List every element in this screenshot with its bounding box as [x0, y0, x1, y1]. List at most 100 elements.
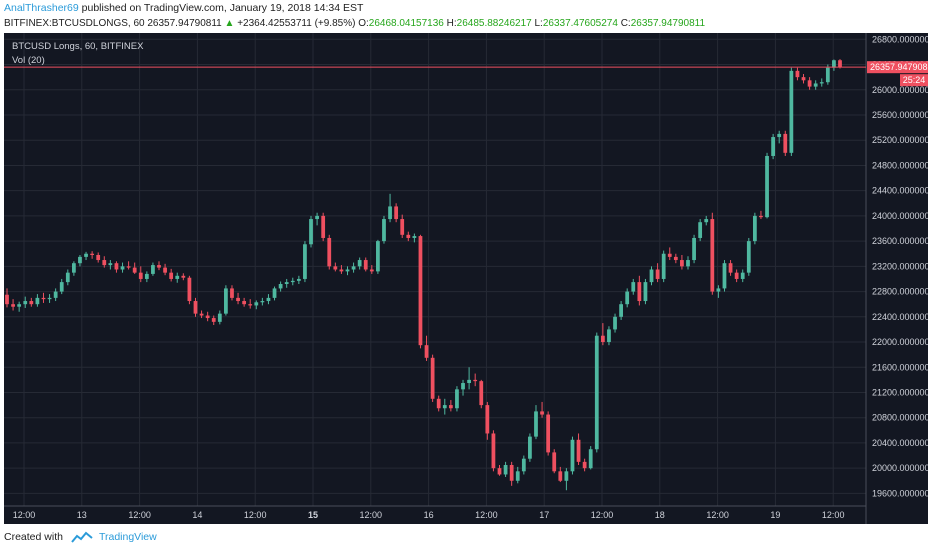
y-tick-label: 24400.00000000: [872, 186, 928, 196]
created-with-text: Created with: [4, 531, 63, 543]
candle-down: [169, 272, 174, 279]
y-tick-label: 23600.00000000: [872, 236, 928, 246]
candle-down: [667, 253, 672, 257]
candlestick-chart[interactable]: 19600.00000000 20000.00000000 20400.000000…: [4, 33, 932, 524]
candle-down: [102, 260, 107, 266]
candle-down: [327, 237, 332, 267]
candle-down: [163, 267, 167, 273]
candle-up: [382, 219, 386, 242]
candle-up: [272, 288, 277, 298]
x-tick-label: 13: [77, 510, 87, 520]
candle-up: [217, 313, 222, 322]
x-tick-label: 15: [308, 510, 318, 520]
candle-up: [144, 273, 149, 279]
candle-down: [418, 236, 423, 346]
candle-up: [461, 383, 465, 390]
candle-down: [801, 77, 806, 81]
candle-up: [643, 282, 648, 302]
countdown-label: 25:24: [903, 75, 926, 85]
candle-down: [394, 206, 399, 220]
candle-down: [540, 411, 544, 415]
candle-up: [704, 219, 709, 223]
candle-down: [5, 294, 9, 305]
candle-up: [53, 291, 58, 298]
candle-down: [783, 133, 788, 153]
candle-up: [613, 316, 617, 330]
candle-down: [673, 256, 678, 261]
last-price: 26357.94790811: [147, 18, 222, 29]
tradingview-logo-icon[interactable]: [71, 531, 93, 543]
candle-down: [138, 272, 143, 279]
candle-down: [333, 266, 338, 270]
candle-up: [594, 335, 599, 450]
candle-up: [825, 67, 830, 83]
candle-up: [564, 471, 569, 481]
candle-up: [266, 297, 271, 302]
open-label: O:: [358, 18, 369, 29]
y-tick-label: 25200.00000000: [872, 135, 928, 145]
candle-down: [448, 405, 453, 409]
candle-up: [746, 241, 751, 273]
candle-down: [473, 379, 478, 382]
low-value: 26337.47605274: [542, 18, 618, 29]
candle-up: [151, 265, 155, 274]
candle-up: [661, 253, 666, 279]
candle-down: [838, 60, 842, 68]
candle-up: [570, 439, 575, 472]
candle-up: [455, 389, 459, 409]
candle-up: [71, 263, 76, 273]
price-change: +2364.42553711 (+9.85%): [237, 18, 356, 29]
candle-down: [321, 215, 326, 238]
candle-down: [576, 439, 581, 462]
candle-up: [765, 155, 769, 218]
countdown-badge: [900, 74, 928, 87]
candle-down: [552, 452, 557, 472]
candle-down: [187, 277, 192, 302]
open-value: 26468.04157136: [368, 18, 444, 29]
candle-up: [412, 236, 417, 238]
candle-up: [351, 266, 356, 270]
candle-down: [710, 219, 715, 292]
y-tick-label: 26000.00000000: [872, 85, 928, 95]
candle-down: [114, 263, 119, 270]
candle-up: [17, 304, 22, 307]
candle-up: [467, 379, 471, 384]
candle-down: [759, 215, 763, 218]
change-arrow-icon: ▲: [224, 18, 235, 29]
y-tick-label: 23200.00000000: [872, 261, 928, 271]
candle-down: [248, 304, 253, 306]
candle-up: [23, 301, 28, 305]
author-link[interactable]: AnalThrasher69: [4, 2, 79, 14]
candle-down: [680, 260, 684, 267]
chart-panel[interactable]: 19600.00000000 20000.00000000 20400.000000…: [4, 33, 932, 524]
candle-up: [698, 222, 703, 238]
candle-up: [442, 405, 447, 409]
y-tick-label: 24800.00000000: [872, 160, 928, 170]
candle-down: [11, 304, 15, 307]
publish-header: AnalThrasher69 published on TradingView.…: [4, 2, 363, 14]
candle-down: [491, 433, 496, 469]
candle-up: [692, 237, 696, 261]
volume-label: Vol (20): [12, 55, 45, 66]
candle-up: [813, 83, 818, 87]
candle-up: [278, 284, 283, 289]
candle-down: [582, 461, 587, 469]
candle-down: [600, 335, 605, 343]
last-price-badge: [867, 61, 928, 74]
candle-up: [357, 260, 362, 267]
candle-up: [832, 60, 836, 68]
x-tick-label: 12:00: [360, 510, 383, 520]
candle-up: [376, 241, 380, 272]
x-tick-label: 12:00: [475, 510, 498, 520]
candle-up: [625, 291, 630, 305]
y-tick-label: 22800.00000000: [872, 287, 928, 297]
tradingview-link[interactable]: TradingView: [98, 531, 157, 543]
y-tick-label: 21200.00000000: [872, 387, 928, 397]
candle-down: [132, 267, 137, 273]
candle-up: [254, 302, 259, 306]
symbol-label: BITFINEX:BTCUSDLONGS, 60: [4, 18, 145, 29]
candle-down: [485, 405, 490, 434]
candle-up: [388, 206, 392, 220]
footer: Created with TradingView: [4, 531, 157, 543]
x-tick-label: 12:00: [128, 510, 151, 520]
